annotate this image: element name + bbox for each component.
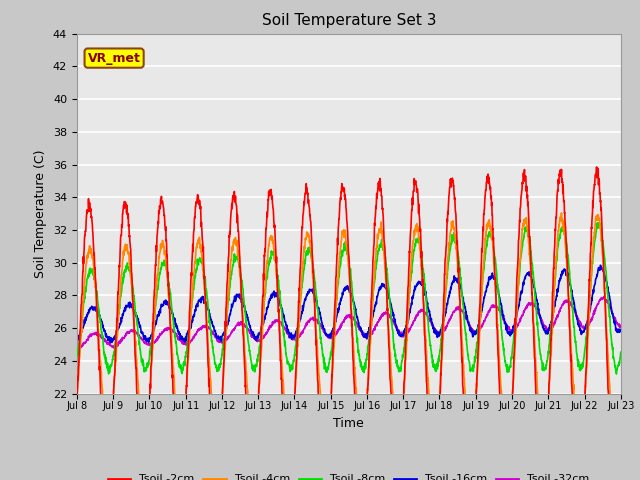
Tsoil -8cm: [612, 371, 620, 377]
Tsoil -16cm: [597, 263, 605, 268]
Tsoil -2cm: [602, 316, 609, 322]
Tsoil -2cm: [73, 396, 81, 402]
Tsoil -32cm: [602, 297, 609, 302]
Text: VR_met: VR_met: [88, 51, 141, 65]
Tsoil -2cm: [502, 471, 509, 477]
Tsoil -8cm: [337, 255, 345, 261]
Tsoil -2cm: [617, 408, 625, 413]
Line: Tsoil -8cm: Tsoil -8cm: [77, 223, 621, 374]
Tsoil -4cm: [323, 427, 331, 432]
Tsoil -16cm: [100, 328, 108, 334]
Tsoil -16cm: [338, 296, 346, 301]
Tsoil -2cm: [593, 164, 600, 170]
Tsoil -32cm: [600, 293, 608, 299]
Line: Tsoil -4cm: Tsoil -4cm: [77, 213, 621, 446]
Tsoil -2cm: [323, 461, 331, 467]
Tsoil -2cm: [337, 190, 345, 195]
Tsoil -16cm: [108, 340, 116, 346]
Tsoil -16cm: [73, 335, 81, 340]
Tsoil -8cm: [501, 359, 509, 365]
Tsoil -8cm: [100, 354, 108, 360]
Tsoil -2cm: [100, 456, 108, 462]
Tsoil -16cm: [602, 274, 609, 279]
Tsoil -8cm: [617, 349, 625, 355]
Y-axis label: Soil Temperature (C): Soil Temperature (C): [35, 149, 47, 278]
Tsoil -32cm: [502, 320, 509, 325]
Tsoil -8cm: [602, 264, 609, 269]
Tsoil -4cm: [612, 443, 620, 449]
Tsoil -32cm: [602, 298, 609, 304]
Tsoil -4cm: [617, 400, 625, 406]
Tsoil -4cm: [501, 430, 509, 435]
Tsoil -2cm: [602, 306, 609, 312]
Tsoil -4cm: [337, 238, 345, 244]
Line: Tsoil -32cm: Tsoil -32cm: [77, 296, 621, 349]
Line: Tsoil -2cm: Tsoil -2cm: [77, 167, 621, 480]
Tsoil -4cm: [557, 210, 565, 216]
Tsoil -16cm: [323, 332, 331, 338]
Tsoil -8cm: [323, 370, 331, 375]
Tsoil -4cm: [100, 411, 108, 417]
Tsoil -8cm: [73, 354, 81, 360]
Line: Tsoil -16cm: Tsoil -16cm: [77, 265, 621, 343]
Title: Soil Temperature Set 3: Soil Temperature Set 3: [262, 13, 436, 28]
Legend: Tsoil -2cm, Tsoil -4cm, Tsoil -8cm, Tsoil -16cm, Tsoil -32cm: Tsoil -2cm, Tsoil -4cm, Tsoil -8cm, Tsoi…: [104, 470, 594, 480]
Tsoil -32cm: [338, 323, 346, 328]
Tsoil -32cm: [323, 333, 331, 338]
Tsoil -32cm: [73, 344, 81, 350]
X-axis label: Time: Time: [333, 417, 364, 430]
Tsoil -4cm: [602, 298, 609, 303]
Tsoil -4cm: [601, 296, 609, 302]
Tsoil -16cm: [602, 277, 609, 283]
Tsoil -16cm: [617, 326, 625, 332]
Tsoil -32cm: [617, 323, 625, 328]
Tsoil -4cm: [73, 397, 81, 403]
Tsoil -8cm: [601, 259, 609, 265]
Tsoil -8cm: [594, 220, 602, 226]
Tsoil -16cm: [502, 321, 509, 326]
Tsoil -32cm: [74, 347, 82, 352]
Tsoil -32cm: [101, 337, 109, 343]
